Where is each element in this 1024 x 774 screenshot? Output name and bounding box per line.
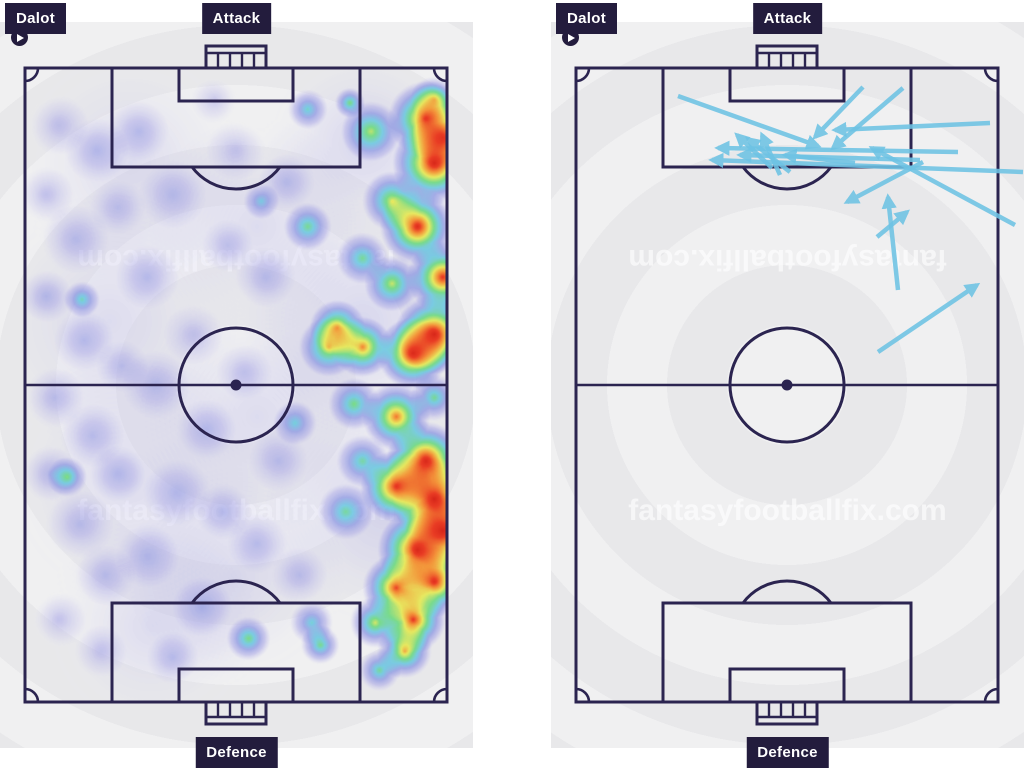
player-name-chip: Dalot — [556, 3, 617, 34]
attack-direction-chip: Attack — [752, 3, 823, 34]
cross-arrow — [812, 85, 865, 140]
cross-arrow — [843, 160, 925, 204]
cross-arrow — [830, 86, 905, 151]
cross-arrow — [781, 148, 856, 166]
player-name-chip: Dalot — [5, 3, 66, 34]
cross-arrow — [876, 282, 981, 354]
cross-arrow — [881, 193, 901, 291]
cross-arrow — [875, 209, 910, 239]
attack-direction-chip: Attack — [201, 3, 272, 34]
pitch-lines — [23, 44, 449, 726]
cross-arrow — [831, 120, 991, 138]
cross-arrow — [759, 131, 783, 176]
cross-arrow — [677, 93, 822, 150]
heatmap-panel: fantasyfootballfix.com fantasyfootballfi… — [0, 3, 473, 768]
defence-direction-chip: Defence — [195, 737, 278, 768]
play-icon — [11, 29, 28, 46]
arrow-map-panel: fantasyfootballfix.com fantasyfootballfi… — [551, 3, 1024, 768]
pitch-lines — [574, 44, 1000, 726]
cross-arrows-layer — [677, 85, 1024, 354]
cross-arrow — [708, 152, 1024, 175]
cross-arrow — [868, 146, 1017, 227]
defence-direction-chip: Defence — [746, 737, 829, 768]
play-icon — [562, 29, 579, 46]
